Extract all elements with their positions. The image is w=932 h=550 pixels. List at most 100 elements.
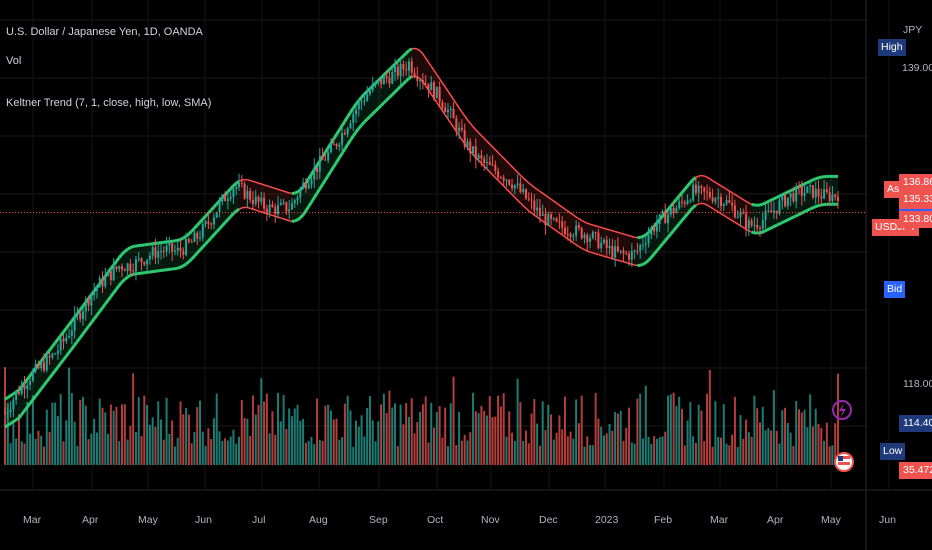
volume-bar xyxy=(165,397,168,465)
candle-body xyxy=(185,239,188,255)
candle-body xyxy=(441,101,444,108)
keltner-upper xyxy=(589,223,594,226)
keltner-lower xyxy=(123,275,129,281)
price-axis-label: 133.808 xyxy=(899,211,932,229)
volume-bar xyxy=(45,409,48,465)
candle-body xyxy=(226,198,229,202)
lightning-icon[interactable] xyxy=(832,400,852,420)
flag-icon[interactable] xyxy=(834,452,854,472)
keltner-lower xyxy=(812,205,817,210)
keltner-lower xyxy=(204,239,210,245)
keltner-upper xyxy=(129,245,134,249)
keltner-lower xyxy=(37,387,43,394)
volume-bar xyxy=(6,402,9,465)
keltner-lower xyxy=(798,211,803,216)
volume-bar xyxy=(187,414,190,465)
candle-body xyxy=(550,214,553,219)
keltner-lower xyxy=(280,217,284,220)
candle-body xyxy=(519,183,522,193)
keltner-upper xyxy=(269,185,273,189)
keltner-upper xyxy=(466,119,471,124)
band-fill xyxy=(768,200,772,230)
keltner-upper xyxy=(717,183,722,187)
keltner-upper xyxy=(734,193,739,197)
keltner-lower xyxy=(603,255,607,258)
volume-bar xyxy=(591,445,594,465)
keltner-upper xyxy=(469,122,474,128)
candle-body xyxy=(405,69,408,71)
keltner-lower xyxy=(689,206,695,212)
candle-body xyxy=(279,202,282,205)
keltner-upper xyxy=(581,219,585,223)
volume-bar xyxy=(558,415,561,465)
keltner-upper xyxy=(508,163,513,168)
volume-bar xyxy=(20,441,23,465)
candle-body xyxy=(391,71,394,84)
candle-body xyxy=(692,184,695,201)
volume-bar xyxy=(402,424,405,465)
keltner-lower xyxy=(326,170,333,177)
indicator-legend[interactable]: Keltner Trend (7, 1, close, high, low, S… xyxy=(6,97,212,109)
candle-body xyxy=(123,269,126,272)
keltner-upper xyxy=(575,216,580,220)
band-fill xyxy=(188,231,192,262)
keltner-lower xyxy=(34,391,40,398)
volume-bar xyxy=(628,407,631,465)
keltner-upper xyxy=(283,190,287,193)
band-fill xyxy=(720,185,724,216)
keltner-upper xyxy=(422,53,427,59)
candle-body xyxy=(524,189,527,199)
time-axis-label: May xyxy=(138,514,158,526)
volume-bar xyxy=(711,446,714,465)
keltner-upper xyxy=(450,94,455,100)
candle-body xyxy=(449,108,452,110)
volume-bar xyxy=(750,436,753,465)
time-axis-label: Apr xyxy=(767,514,784,526)
keltner-lower xyxy=(352,131,358,137)
keltner-upper xyxy=(480,135,485,139)
volume-bar xyxy=(363,436,366,465)
volume-bar xyxy=(366,407,369,465)
volume-bar xyxy=(274,434,277,465)
candle-body xyxy=(491,164,494,166)
keltner-upper xyxy=(187,230,193,236)
volume-legend[interactable]: Vol xyxy=(6,55,22,67)
keltner-lower xyxy=(65,351,71,358)
band-fill xyxy=(344,116,348,149)
volume-bar xyxy=(343,403,346,465)
candle-body xyxy=(399,63,402,76)
volume-bar xyxy=(307,440,310,465)
band-fill xyxy=(205,213,209,244)
volume-bar xyxy=(828,446,831,465)
band-fill xyxy=(729,190,733,221)
volume-bar xyxy=(444,407,447,465)
keltner-lower xyxy=(221,221,227,227)
keltner-lower xyxy=(56,362,62,368)
candle-body xyxy=(572,235,575,237)
volume-bar xyxy=(115,406,118,465)
candle-body xyxy=(316,167,319,172)
volume-bar xyxy=(583,446,586,465)
symbol-legend[interactable]: U.S. Dollar / Japanese Yen, 1D, OANDA xyxy=(6,26,203,38)
keltner-lower xyxy=(692,204,697,209)
candle-body xyxy=(694,184,697,193)
candle-body xyxy=(485,162,488,164)
price-axis-label: 35.472K xyxy=(899,462,932,479)
volume-bar xyxy=(647,436,650,465)
candle-body xyxy=(772,210,775,213)
keltner-upper xyxy=(59,330,65,337)
volume-bar xyxy=(494,416,497,465)
candle-body xyxy=(235,187,238,190)
candle-body xyxy=(249,191,252,200)
keltner-upper xyxy=(570,212,574,216)
band-fill xyxy=(765,201,769,231)
keltner-lower xyxy=(595,253,599,256)
keltner-upper xyxy=(806,179,811,184)
band-fill xyxy=(642,234,646,265)
keltner-upper xyxy=(603,227,607,230)
keltner-upper xyxy=(120,250,126,256)
band-fill xyxy=(119,254,123,286)
keltner-upper xyxy=(642,233,647,238)
candle-body xyxy=(45,355,48,371)
